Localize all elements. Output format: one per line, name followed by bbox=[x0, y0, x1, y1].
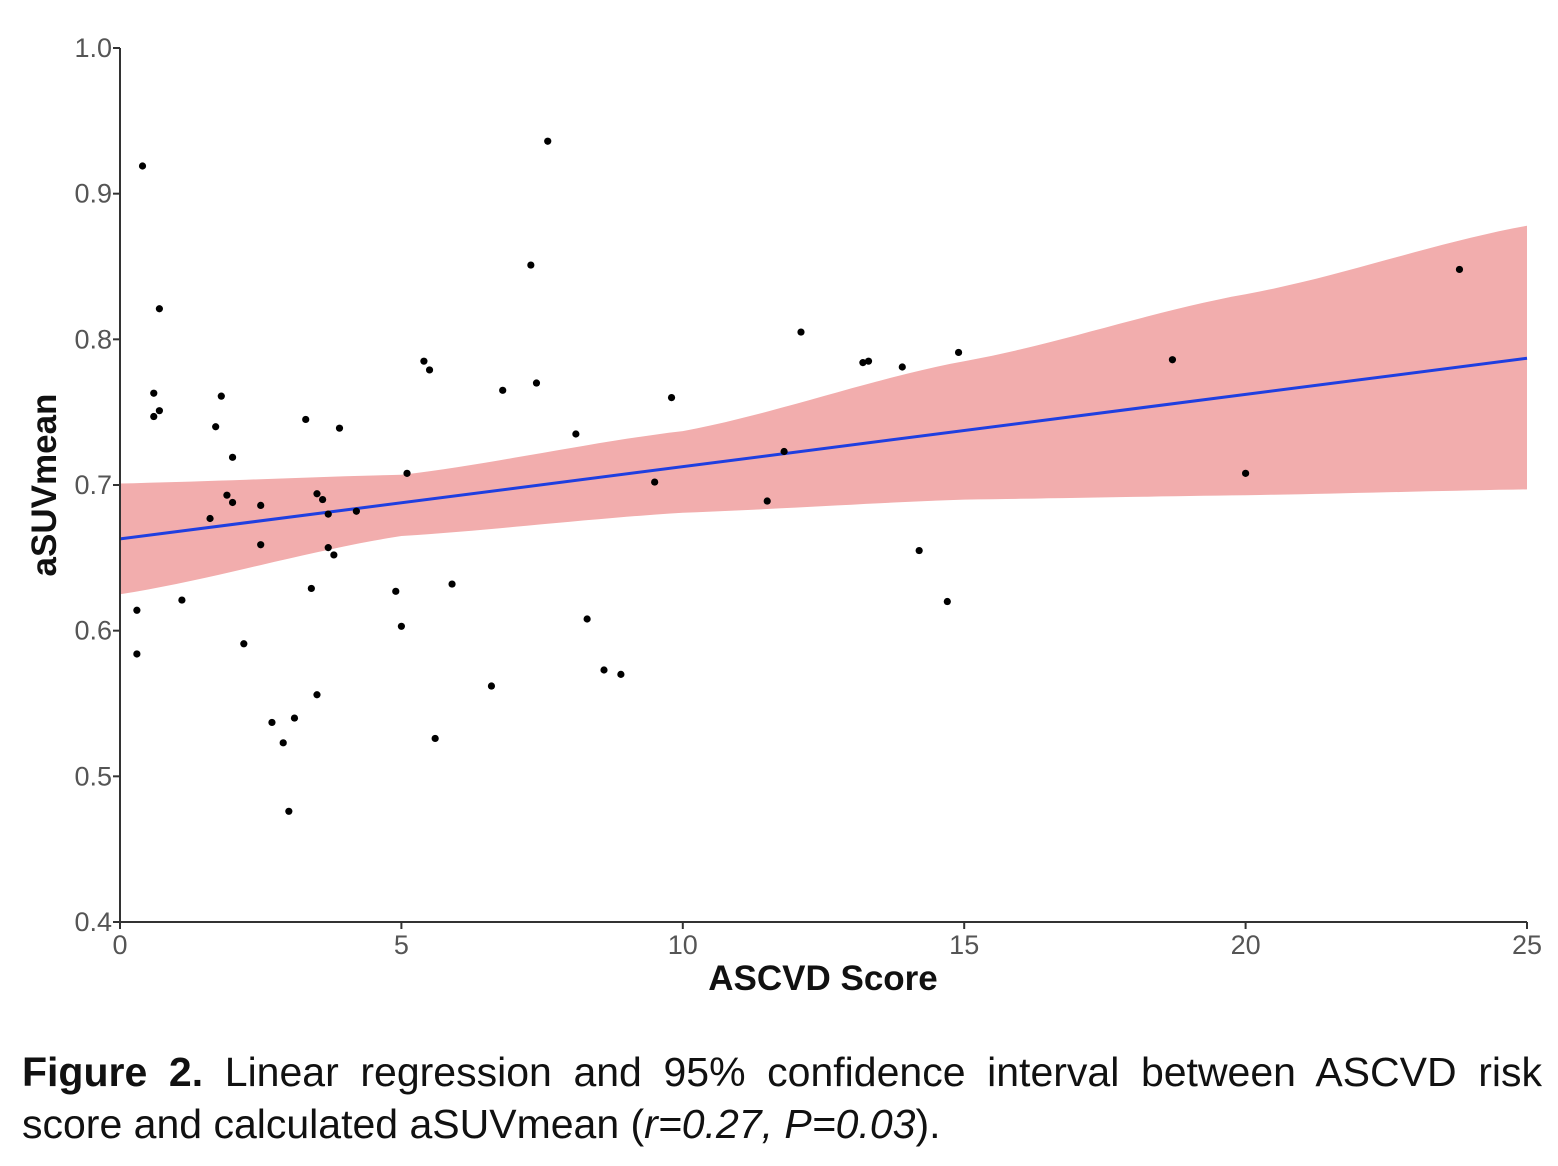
confidence-band-layer bbox=[120, 225, 1527, 595]
x-tick-label: 15 bbox=[949, 930, 979, 960]
data-point bbox=[240, 640, 248, 648]
data-point bbox=[915, 546, 923, 555]
data-point bbox=[651, 478, 659, 486]
data-point bbox=[285, 807, 293, 815]
data-point bbox=[572, 430, 580, 438]
figure-caption: Figure 2. Linear regression and 95% conf… bbox=[22, 1046, 1542, 1150]
data-point bbox=[290, 714, 299, 722]
data-point bbox=[302, 415, 310, 424]
data-point bbox=[268, 718, 276, 727]
y-tick-label: 0.6 bbox=[74, 616, 112, 646]
caption-statistics: r=0.27, P=0.03 bbox=[644, 1101, 916, 1147]
data-point bbox=[397, 622, 405, 630]
x-tick-label: 0 bbox=[112, 930, 127, 960]
x-tick-label: 20 bbox=[1231, 930, 1261, 960]
data-point bbox=[898, 363, 906, 371]
data-point bbox=[319, 495, 327, 504]
data-point bbox=[178, 596, 186, 604]
data-point bbox=[1242, 469, 1250, 477]
data-point bbox=[150, 412, 158, 421]
data-point bbox=[780, 447, 788, 456]
data-point bbox=[335, 424, 344, 432]
data-point bbox=[257, 501, 265, 509]
caption-label: Figure 2. bbox=[22, 1049, 204, 1095]
data-point bbox=[155, 407, 163, 415]
data-point bbox=[797, 328, 805, 336]
data-point bbox=[257, 541, 265, 549]
data-point bbox=[527, 261, 535, 269]
x-tick-label: 10 bbox=[668, 930, 698, 960]
data-point bbox=[150, 389, 158, 397]
data-point bbox=[403, 469, 411, 477]
data-point bbox=[206, 514, 214, 523]
y-axis-title: aSUVmean bbox=[25, 394, 64, 577]
data-point bbox=[279, 739, 287, 747]
data-point bbox=[943, 597, 951, 606]
data-point bbox=[859, 359, 867, 367]
data-point bbox=[954, 348, 963, 357]
data-point bbox=[228, 453, 237, 461]
x-axis-title: ASCVD Score bbox=[708, 959, 938, 998]
data-point bbox=[223, 491, 231, 499]
data-point bbox=[544, 137, 552, 145]
caption-text-end: ). bbox=[915, 1101, 941, 1147]
data-point bbox=[138, 162, 147, 170]
data-points-layer bbox=[133, 137, 1464, 815]
axes-layer: 0 5 10 15 20 25 0.4 0.5 0.6 0.7 0.8 0.9 1.0 bbox=[74, 33, 1542, 960]
y-tick-label: 0.5 bbox=[74, 761, 112, 791]
data-point bbox=[499, 386, 507, 394]
data-point bbox=[864, 357, 873, 365]
data-point bbox=[212, 423, 220, 431]
data-point bbox=[155, 305, 163, 313]
data-point bbox=[352, 507, 360, 515]
data-point bbox=[583, 615, 591, 623]
data-point bbox=[448, 580, 456, 588]
data-point bbox=[133, 650, 141, 658]
data-point bbox=[392, 587, 400, 595]
data-point bbox=[600, 666, 608, 674]
data-point bbox=[420, 357, 428, 365]
scatter-chart: 0 5 10 15 20 25 0.4 0.5 0.6 0.7 0.8 0.9 1.0 ASCVD Sc… bbox=[25, 33, 1542, 998]
data-point bbox=[324, 510, 332, 518]
y-tick-label: 0.9 bbox=[74, 179, 112, 209]
data-point bbox=[324, 544, 332, 552]
data-point bbox=[425, 366, 434, 374]
confidence-band bbox=[120, 225, 1527, 595]
data-point bbox=[330, 551, 338, 559]
data-point bbox=[133, 606, 141, 614]
data-point bbox=[763, 497, 771, 505]
data-point bbox=[228, 498, 237, 507]
data-point bbox=[431, 734, 439, 743]
y-tick-label: 0.4 bbox=[74, 907, 112, 937]
data-point bbox=[313, 490, 321, 498]
y-tick-label: 0.8 bbox=[74, 324, 112, 354]
data-point bbox=[617, 670, 625, 678]
caption-text: Linear regression and 95% confidence int… bbox=[22, 1049, 1542, 1147]
data-point bbox=[487, 682, 496, 690]
x-tick-label: 25 bbox=[1512, 930, 1542, 960]
x-tick-label: 5 bbox=[394, 930, 409, 960]
data-point bbox=[307, 584, 315, 593]
data-point bbox=[1168, 356, 1177, 364]
y-tick-label: 0.7 bbox=[74, 470, 112, 500]
y-tick-label: 1.0 bbox=[74, 33, 112, 63]
data-point bbox=[1455, 265, 1464, 274]
data-point bbox=[217, 392, 225, 400]
data-point bbox=[313, 691, 321, 699]
data-point bbox=[667, 394, 676, 402]
data-point bbox=[532, 379, 541, 387]
